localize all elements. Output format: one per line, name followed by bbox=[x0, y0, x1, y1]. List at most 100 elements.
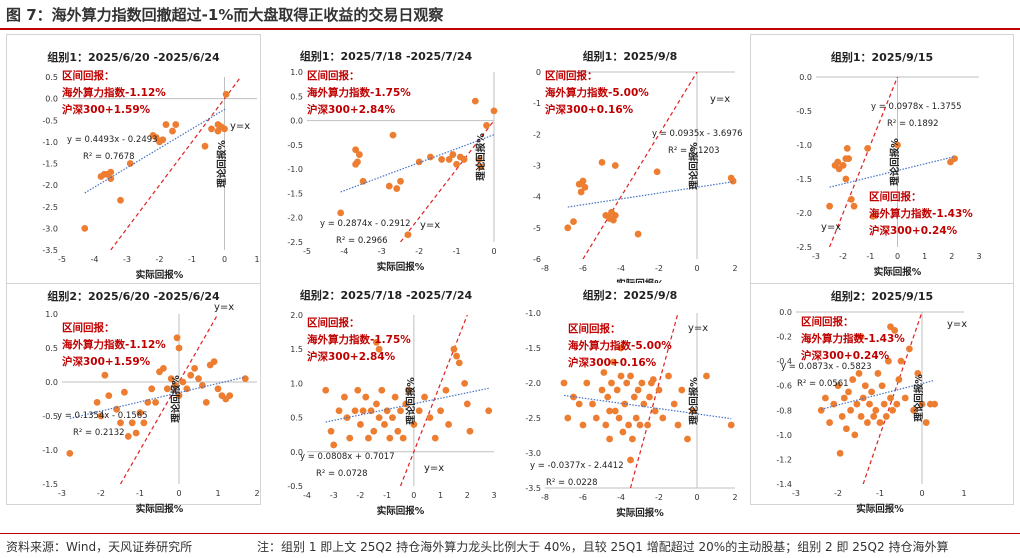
scatter-plot: -4 -3 -2 -1 0 1 2 3 -0.5 0.0 0.5 1.0 1.5 2.0 bbox=[287, 311, 496, 500]
data-point bbox=[583, 379, 591, 387]
data-point bbox=[183, 385, 191, 393]
data-point bbox=[826, 202, 833, 210]
data-point bbox=[897, 357, 905, 365]
data-point bbox=[107, 175, 115, 183]
data-point bbox=[887, 323, 894, 331]
y-tick-label: -2.0 bbox=[525, 379, 541, 388]
data-point bbox=[895, 376, 903, 383]
y-tick-label: 0.0 bbox=[799, 73, 812, 82]
x-tick-label: 0 bbox=[694, 493, 699, 502]
y-tick-label: -3.0 bbox=[42, 224, 58, 233]
x-tick-label: -6 bbox=[579, 264, 587, 273]
data-point bbox=[589, 400, 596, 408]
annotation-line: 沪深300+1.59% bbox=[62, 356, 151, 368]
y-tick-label: -1.0 bbox=[42, 446, 58, 455]
x-tick-label: 0 bbox=[491, 247, 496, 256]
x-tick-label: 2 bbox=[254, 489, 259, 498]
x-tick-label: 0 bbox=[222, 255, 227, 264]
data-point bbox=[874, 370, 882, 377]
data-point bbox=[485, 407, 493, 415]
y-tick-label: -1.0 bbox=[287, 165, 303, 174]
annotation-line: 区间回报： bbox=[307, 70, 360, 82]
data-point bbox=[889, 406, 896, 414]
data-point bbox=[362, 393, 370, 401]
regression-equation: y = 0.0808x + 0.7017 bbox=[300, 452, 395, 462]
data-point bbox=[335, 407, 343, 415]
data-point bbox=[610, 358, 617, 366]
figure-title: 图 7：海外算力指数回撤超过-1%而大盘取得正收益的交易日观察 bbox=[6, 6, 444, 24]
data-point bbox=[853, 400, 861, 408]
y-tick-label: -1 bbox=[533, 99, 541, 108]
annotation-line: 海外算力指数-1.75% bbox=[307, 334, 411, 346]
x-tick-label: 1 bbox=[438, 491, 443, 500]
data-point bbox=[611, 407, 619, 415]
y-tick-label: -2.5 bbox=[287, 238, 303, 247]
x-tick-label: -4 bbox=[303, 491, 311, 500]
x-tick-label: 2 bbox=[732, 264, 737, 273]
data-point bbox=[385, 182, 393, 190]
data-point bbox=[894, 141, 901, 149]
y-tick-label: -1.5 bbox=[796, 175, 812, 184]
data-point bbox=[378, 386, 386, 394]
regression-equation: y = 0.0935x - 3.6976 bbox=[652, 129, 743, 139]
x-axis-title: 实际回报% bbox=[856, 504, 904, 515]
data-point bbox=[581, 183, 589, 191]
data-point bbox=[415, 407, 423, 415]
data-point bbox=[817, 406, 825, 414]
identity-label: y=x bbox=[214, 302, 235, 313]
r-squared: R² = 0.2132 bbox=[73, 428, 125, 438]
y-tick-label: 1.0 bbox=[45, 310, 58, 319]
identity-label: y=x bbox=[947, 319, 968, 330]
x-tick-label: 0 bbox=[176, 489, 181, 498]
x-axis-title: 实际回报% bbox=[135, 270, 184, 281]
data-point bbox=[397, 177, 404, 185]
y-axis-title: 理论回报% bbox=[889, 138, 901, 186]
data-point bbox=[655, 386, 663, 394]
data-point bbox=[437, 407, 444, 415]
data-point bbox=[381, 421, 388, 428]
x-tick-label: -2 bbox=[655, 493, 663, 502]
y-tick-label: -3.5 bbox=[525, 484, 541, 493]
y-axis-title: 理论回报% bbox=[689, 376, 700, 425]
scatter-panel-8: -3 -2 -1 0 1 -1.4 -1.2 -1.0 -0.8 -0.6 -0.4 -0.2 0.0 组… bbox=[750, 283, 1014, 515]
regression-label: y = 0.0808x + 0.7017 R² = 0.0728 bbox=[300, 449, 395, 483]
regression-label: y = 0.0978x - 1.3755 R² = 0.1892 bbox=[871, 99, 962, 133]
data-point bbox=[460, 156, 468, 163]
data-point bbox=[383, 407, 391, 415]
data-point bbox=[346, 434, 354, 442]
y-tick-label: -2.5 bbox=[796, 243, 812, 252]
x-tick-label: 0 bbox=[411, 491, 416, 500]
data-point bbox=[445, 421, 452, 428]
x-tick-label: -1 bbox=[383, 491, 391, 500]
data-point bbox=[445, 156, 453, 163]
return-annotation: 区间回报： 海外算力指数-1.12% 沪深300+1.59% bbox=[62, 68, 166, 119]
data-point bbox=[354, 386, 362, 394]
data-point bbox=[393, 185, 401, 192]
data-point bbox=[359, 177, 367, 185]
x-tick-label: -2 bbox=[156, 255, 164, 264]
data-point bbox=[864, 145, 872, 152]
data-point bbox=[598, 158, 606, 166]
data-point bbox=[834, 158, 842, 166]
y-tick-label: 0 bbox=[536, 68, 541, 77]
x-tick-label: -2 bbox=[655, 264, 663, 273]
regression-equation: y = 0.4493x - 0.2493 bbox=[67, 135, 158, 145]
data-point bbox=[617, 344, 625, 352]
panel-title: 组别2：2025/6/20 -2025/6/24 bbox=[47, 290, 220, 303]
annotation-line: 区间回报： bbox=[869, 191, 922, 203]
data-point bbox=[352, 160, 360, 168]
x-tick-label: 3 bbox=[976, 252, 981, 261]
y-tick-label: -2.0 bbox=[796, 209, 812, 218]
annotation-line: 海外算力指数-1.43% bbox=[869, 208, 973, 220]
y-axis-title: 理论回报% bbox=[476, 133, 487, 181]
data-point bbox=[101, 371, 109, 379]
data-point bbox=[577, 188, 585, 196]
x-axis-title: 实际回报% bbox=[135, 504, 184, 515]
x-tick-label: 2 bbox=[465, 491, 470, 500]
data-point bbox=[611, 211, 619, 219]
data-point bbox=[327, 427, 335, 435]
return-annotation: 区间回报： 海外算力指数-1.75% 沪深300+2.84% bbox=[307, 68, 411, 119]
y-tick-label: 0.0 bbox=[779, 308, 792, 317]
data-point bbox=[179, 378, 187, 386]
data-point bbox=[450, 345, 458, 353]
